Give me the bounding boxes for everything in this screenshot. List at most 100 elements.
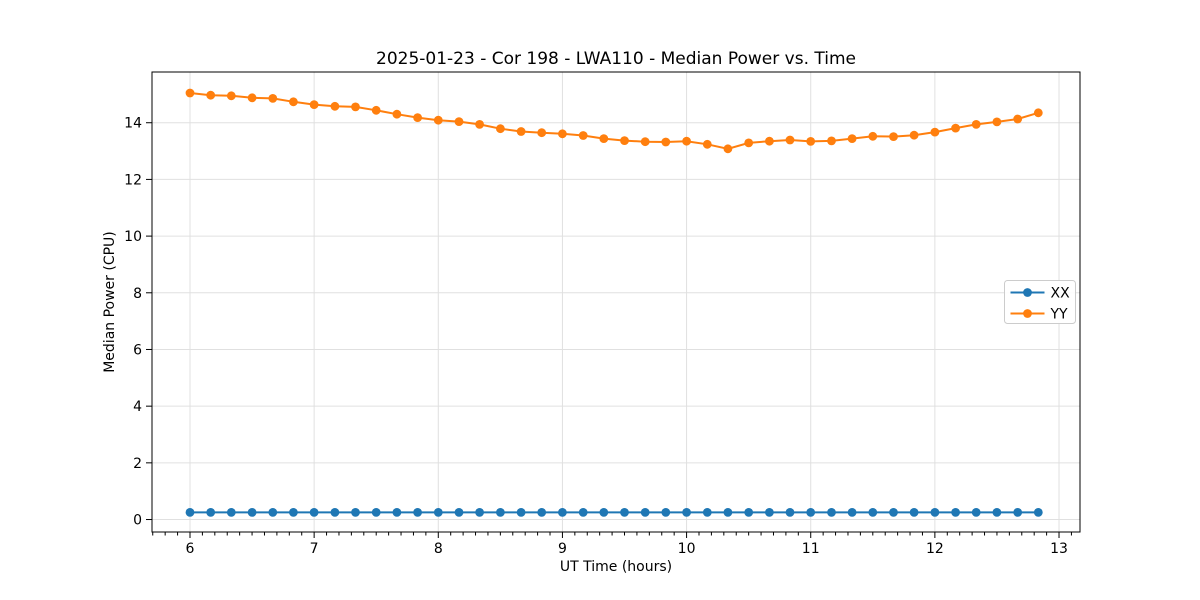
data-point (847, 508, 857, 517)
data-point (889, 508, 898, 517)
data-point (309, 100, 319, 109)
x-tick-label: 7 (310, 541, 319, 557)
data-point (599, 134, 609, 144)
y-axis-label: Median Power (CPU) (102, 231, 118, 373)
data-point (661, 137, 671, 147)
data-point (723, 508, 733, 517)
data-point (392, 109, 402, 119)
y-axis: 0 2 4 6 8 10 12 14 (124, 116, 152, 529)
data-point (433, 508, 443, 517)
data-point (620, 508, 629, 517)
data-point (351, 102, 360, 112)
data-point (413, 113, 422, 122)
gridlines (152, 72, 1080, 532)
x-tick-label: 11 (802, 541, 820, 557)
data-point (702, 508, 712, 517)
data-point (185, 88, 195, 98)
data-point (868, 131, 878, 141)
data-point (1033, 108, 1043, 118)
data-point (330, 101, 340, 111)
data-point (289, 97, 298, 107)
x-tick-label: 8 (434, 541, 443, 557)
data-point (827, 508, 836, 517)
y-tick-label: 12 (124, 172, 142, 188)
data-point (640, 137, 650, 147)
data-point (351, 508, 360, 517)
data-point (309, 508, 319, 517)
data-point (558, 508, 567, 517)
legend-marker (1023, 309, 1032, 318)
data-point (185, 508, 195, 517)
data-point (206, 508, 216, 517)
y-tick-label: 8 (133, 286, 142, 302)
data-point (558, 129, 567, 139)
y-tick-label: 0 (133, 513, 142, 529)
data-point (475, 120, 484, 129)
series-line (189, 92, 1039, 150)
data-point (702, 139, 712, 149)
data-point (868, 508, 878, 517)
data-point (206, 90, 216, 100)
data-point (909, 130, 919, 140)
chart-title: 2025-01-23 - Cor 198 - LWA110 - Median P… (376, 49, 856, 69)
data-point (247, 93, 257, 103)
data-point (682, 508, 691, 517)
data-point (578, 508, 588, 517)
x-tick-label: 6 (186, 541, 195, 557)
x-tick-label: 10 (678, 541, 696, 557)
data-point (620, 136, 629, 146)
data-point (1033, 508, 1043, 517)
data-point (496, 508, 505, 517)
data-point (930, 127, 940, 137)
x-axis-label: UT Time (hours) (559, 559, 673, 575)
y-tick-label: 4 (133, 399, 142, 415)
data-point (247, 508, 257, 517)
data-point (226, 508, 236, 517)
data-point (330, 508, 340, 517)
data-point (599, 508, 609, 517)
legend-label: XX (1051, 286, 1071, 302)
legend: XX YY (1004, 280, 1076, 324)
data-point (537, 128, 547, 138)
data-point (413, 508, 422, 517)
y-tick-label: 6 (133, 342, 142, 358)
series-xx (185, 508, 1043, 517)
data-point (992, 508, 1002, 517)
data-point (371, 105, 381, 115)
data-point (785, 508, 795, 517)
data-point (371, 508, 381, 517)
data-point (516, 508, 526, 517)
data-point (475, 508, 484, 517)
data-point (1013, 114, 1023, 124)
data-point (226, 91, 236, 101)
data-point (454, 117, 464, 126)
data-point (682, 136, 691, 146)
data-point (578, 131, 588, 140)
x-minor-ticks (152, 532, 1072, 536)
y-tick-label: 2 (133, 456, 142, 472)
data-point (971, 120, 981, 129)
data-point (537, 508, 547, 517)
axes-frame (151, 71, 1081, 533)
data-point (806, 137, 816, 146)
data-point (930, 508, 940, 517)
data-point (744, 138, 754, 148)
data-point (909, 508, 919, 517)
data-point (1013, 508, 1023, 517)
data-point (496, 124, 505, 134)
data-point (268, 508, 278, 517)
data-point (640, 508, 650, 517)
data-point (289, 508, 298, 517)
legend-label: YY (1050, 307, 1069, 323)
data-point (433, 115, 443, 125)
data-point (516, 127, 526, 136)
data-point (992, 117, 1002, 127)
x-tick-label: 12 (926, 541, 944, 557)
series-yy (185, 88, 1043, 154)
data-point (661, 508, 671, 517)
x-axis: 6 7 8 9 10 11 12 13 (186, 532, 1068, 557)
data-point (951, 123, 960, 133)
x-tick-label: 13 (1050, 541, 1068, 557)
